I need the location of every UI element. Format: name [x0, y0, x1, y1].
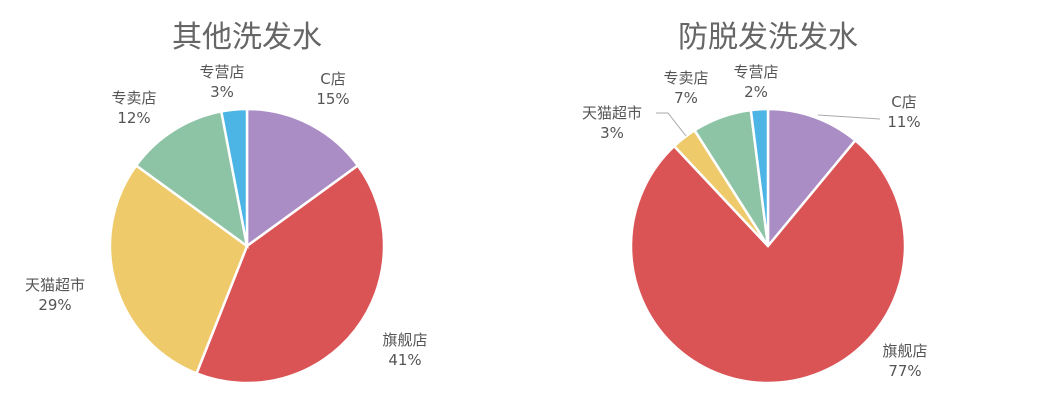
pie-chart-other-shampoo: 其他洗发水 C店 15% 旗舰店 41% 天猫超市 29% 专卖店 12% 专营店 3%	[25, 20, 428, 385]
pie-slice	[245, 107, 360, 249]
pie-slice	[766, 107, 858, 250]
slice-category-label: 天猫超市	[582, 104, 642, 122]
chart-title: 防脱发洗发水	[678, 20, 858, 55]
slice-percent-label: 3%	[600, 124, 624, 142]
pie-chart-anti-hairloss-shampoo: 防脱发洗发水 C店 11% 旗舰店 77% 天猫超市 3% 专卖店 7% 专营店 2%	[582, 20, 928, 385]
pie-slice	[194, 163, 386, 385]
pie-slice	[108, 163, 249, 376]
slice-percent-label: 29%	[38, 296, 71, 314]
slice-percent-label: 2%	[744, 83, 768, 101]
pie-slices	[629, 107, 907, 385]
pie-slice	[219, 107, 249, 247]
pie-slice	[749, 107, 770, 247]
slice-percent-label: 41%	[388, 351, 421, 369]
slice-category-label: 旗舰店	[382, 331, 427, 349]
pie-labels: C店 15% 旗舰店 41% 天猫超市 29% 专卖店 12% 专营店 3%	[25, 63, 428, 369]
slice-category-label: 专营店	[733, 63, 778, 81]
pie-slice	[134, 109, 249, 249]
slice-category-label: 专卖店	[663, 69, 708, 87]
slice-percent-label: 7%	[674, 89, 698, 107]
slice-percent-label: 12%	[117, 109, 150, 127]
chart-title: 其他洗发水	[172, 20, 322, 55]
pie-labels: C店 11% 旗舰店 77% 天猫超市 3% 专卖店 7% 专营店 2%	[582, 63, 928, 380]
slice-percent-label: 15%	[316, 90, 349, 108]
slice-category-label: 天猫超市	[25, 276, 85, 294]
leader-line	[656, 112, 687, 137]
pie-slice	[629, 138, 907, 385]
slice-category-label: C店	[320, 70, 345, 88]
slice-percent-label: 77%	[888, 362, 921, 380]
pie-slices	[108, 107, 386, 385]
slice-category-label: C店	[891, 93, 916, 111]
slice-percent-label: 11%	[887, 113, 920, 131]
leader-line	[817, 114, 881, 120]
slice-category-label: 专营店	[199, 63, 244, 81]
slice-category-label: 旗舰店	[882, 342, 927, 360]
slice-category-label: 专卖店	[111, 89, 156, 107]
slice-percent-label: 3%	[210, 83, 234, 101]
